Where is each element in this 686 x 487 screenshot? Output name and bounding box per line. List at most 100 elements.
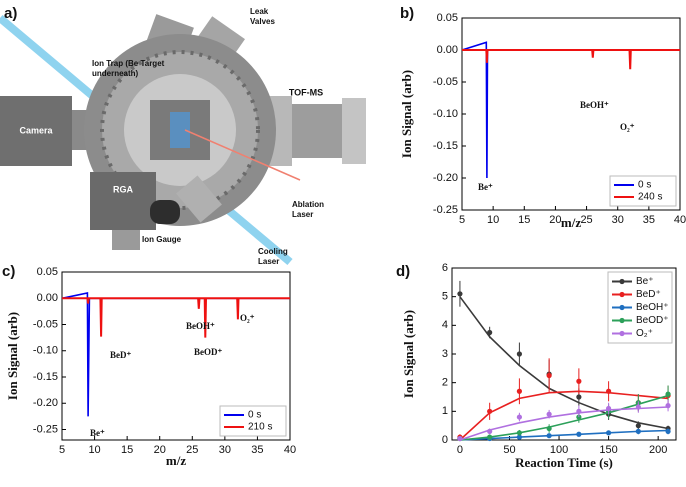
peak-label: BeOH⁺ [580, 100, 609, 110]
x-tick-label: 5 [459, 214, 465, 226]
x-tick-label: 150 [599, 444, 617, 456]
y-tick-label: -0.25 [33, 423, 58, 435]
x-tick-label: 100 [550, 444, 568, 456]
fit-curve [459, 406, 669, 441]
y-axis-label: Ion Signal (arb) [5, 312, 20, 400]
data-point [487, 329, 493, 336]
fit-curve [459, 429, 669, 441]
y-tick-label: 0.00 [437, 44, 458, 56]
x-tick-label: 40 [284, 444, 296, 456]
legend-marker [619, 317, 625, 324]
data-point [546, 411, 552, 417]
legend-label: BeOD⁺ [636, 315, 669, 326]
legend-box [609, 175, 677, 207]
tof-tube [292, 104, 342, 158]
data-point [516, 388, 522, 394]
x-tick-label: 40 [674, 214, 686, 226]
data-point [606, 388, 612, 394]
apparatus-label: Valves [250, 17, 275, 26]
data-point [576, 378, 582, 384]
legend-label: 0 s [248, 410, 261, 421]
x-tick-label: 35 [251, 444, 263, 456]
x-tick-label: 30 [612, 214, 624, 226]
data-point [635, 404, 641, 410]
panel-label: b) [400, 5, 414, 22]
data-point [606, 430, 612, 436]
peak-label: BeOH⁺ [186, 321, 215, 331]
y-axis-label: Ion Signal (arb) [399, 70, 414, 158]
legend-label: 240 s [638, 192, 662, 203]
y-tick-label: 6 [442, 262, 448, 274]
peak-label: O₂⁺ [620, 122, 635, 132]
data-point [606, 405, 612, 412]
data-point [576, 431, 582, 437]
apparatus-label: TOF-MS [289, 87, 323, 97]
port [176, 175, 222, 223]
y-tick-label: 5 [442, 291, 448, 303]
peak-label: Be⁺ [90, 428, 105, 438]
legend-marker [619, 291, 625, 298]
x-tick-label: 20 [154, 444, 166, 456]
peak-label: O₂⁺ [240, 313, 255, 323]
data-point [665, 391, 671, 397]
rga-stem [112, 230, 140, 250]
fit-curve [459, 296, 669, 430]
y-tick-label: 0.05 [437, 12, 458, 24]
peak-label: Be⁺ [478, 182, 493, 192]
y-tick-label: -0.25 [433, 204, 458, 216]
apparatus-label: Laser [258, 257, 279, 266]
plot-frame [61, 271, 291, 441]
legend-label: Be⁺ [636, 276, 654, 287]
data-point [457, 291, 463, 297]
y-tick-label: -0.20 [33, 397, 58, 409]
legend-marker [619, 304, 625, 311]
ablation-beam [184, 129, 301, 181]
y-tick-label: 4 [442, 319, 448, 331]
legend-label: O₂⁺ [636, 328, 653, 339]
y-tick-label: 0.05 [37, 266, 58, 278]
x-tick-label: 0 [457, 444, 463, 456]
apparatus-drawing [0, 14, 366, 266]
spectrum-line [61, 292, 290, 417]
panel-label: d) [396, 263, 410, 280]
spectrum-line [462, 49, 680, 70]
data-point [635, 428, 641, 434]
x-tick-label: 35 [643, 214, 655, 226]
x-tick-label: 25 [186, 444, 198, 456]
fit-curve [459, 394, 669, 441]
x-tick-label: 30 [219, 444, 231, 456]
data-point [665, 403, 671, 409]
apparatus-label: Camera [19, 125, 53, 135]
x-tick-label: 15 [121, 444, 133, 456]
x-tick-label: 15 [518, 214, 530, 226]
ion-gauge [150, 200, 180, 224]
spectrum-line [62, 297, 290, 338]
apparatus-label: Leak [250, 7, 269, 16]
x-axis-label: m/z [166, 453, 186, 468]
y-tick-label: -0.10 [433, 108, 458, 120]
y-tick-label: -0.15 [433, 140, 458, 152]
y-tick-label: 0.00 [37, 292, 58, 304]
y-tick-label: 2 [442, 377, 448, 389]
trap-center [170, 112, 190, 148]
data-point [516, 351, 522, 357]
apparatus-label: underneath) [92, 69, 139, 78]
x-tick-label: 5 [59, 444, 65, 456]
x-tick-label: 25 [580, 214, 592, 226]
y-tick-label: -0.05 [33, 318, 58, 330]
fit-curve [459, 390, 669, 441]
data-point [576, 408, 582, 414]
x-tick-label: 10 [487, 214, 499, 226]
panel-label: a) [4, 5, 17, 22]
data-point [635, 423, 641, 429]
apparatus-label: Ablation [292, 200, 324, 209]
data-point [665, 428, 671, 434]
x-tick-label: 200 [649, 444, 667, 456]
y-tick-label: 1 [442, 405, 448, 417]
legend-marker [619, 278, 625, 285]
peak-label: BeD⁺ [110, 350, 131, 360]
x-tick-label: 50 [503, 444, 515, 456]
legend-label: 0 s [638, 180, 651, 191]
data-point [576, 394, 582, 400]
